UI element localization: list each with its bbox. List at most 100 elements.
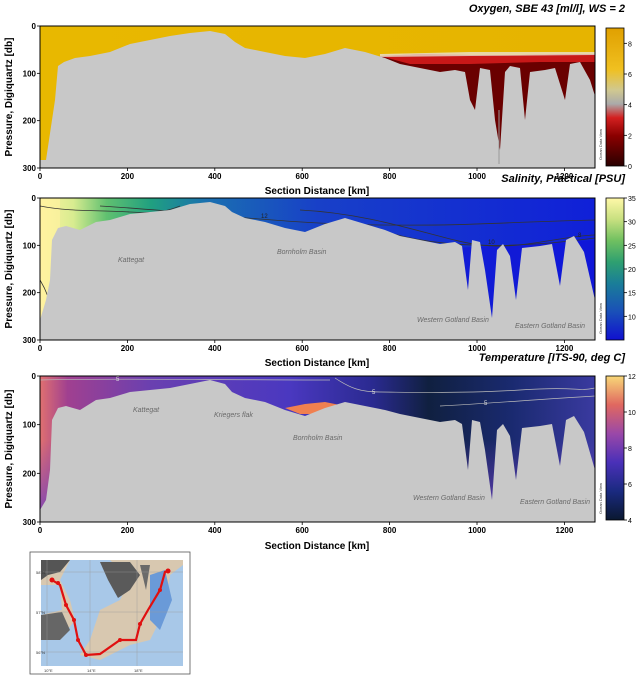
y-tick-label: 0 xyxy=(32,22,37,31)
station-map: 58°N 57°N 56°N 10°E 14°E 18°E xyxy=(29,551,191,675)
salinity-xlabel: Section Distance [km] xyxy=(265,358,369,369)
oxygen-x-axis: 0 200 400 600 800 1000 1200 xyxy=(38,168,574,181)
colorbar-tick-label: 8 xyxy=(628,446,632,453)
x-tick-label: 400 xyxy=(208,344,222,353)
x-tick-label: 1000 xyxy=(468,172,486,181)
colorbar-tick-label: 6 xyxy=(628,72,632,79)
colorbar-tick-label: 25 xyxy=(628,243,636,250)
temperature-region-kriegers-flak: Kriegers flak xyxy=(214,412,253,419)
x-tick-label: 800 xyxy=(383,526,397,535)
salinity-contour-label-10: 10 xyxy=(488,240,495,246)
x-tick-label: 800 xyxy=(383,344,397,353)
oxygen-xlabel: Section Distance [km] xyxy=(265,186,369,197)
cruise-track xyxy=(51,568,171,657)
x-tick-label: 800 xyxy=(383,172,397,181)
temperature-region-bornholm: Bornholm Basin xyxy=(293,435,343,442)
map-lat-label-1: 58°N xyxy=(36,570,45,575)
x-tick-label: 400 xyxy=(208,172,222,181)
salinity-region-eastern-gotland: Eastern Gotland Basin xyxy=(515,323,585,330)
temperature-y-axis: 0 100 200 300 xyxy=(23,372,40,527)
colorbar-tick-label: 4 xyxy=(628,103,632,110)
salinity-region-western-gotland: Western Gotland Basin xyxy=(417,317,489,324)
colorbar-tick-label: 15 xyxy=(628,291,636,298)
salinity-title: Salinity, Practical [PSU] xyxy=(501,173,625,185)
temperature-ylabel: Pressure, Digiquartz [db] xyxy=(4,390,15,509)
y-tick-label: 0 xyxy=(32,194,37,203)
y-tick-label: 100 xyxy=(23,421,37,430)
y-tick-label: 300 xyxy=(23,336,37,345)
x-tick-label: 200 xyxy=(121,344,135,353)
salinity-contour xyxy=(40,205,181,213)
temperature-region-eastern-gotland: Eastern Gotland Basin xyxy=(520,499,590,506)
salinity-seafloor xyxy=(40,202,595,340)
oxygen-seafloor xyxy=(40,31,595,168)
x-tick-label: 1200 xyxy=(556,172,574,181)
y-tick-label: 300 xyxy=(23,164,37,173)
y-tick-label: 200 xyxy=(23,117,37,126)
temperature-contour-label-1: 5 xyxy=(116,377,120,383)
colorbar-tick-label: 0 xyxy=(628,164,632,171)
temperature-title: Temperature [ITS-90, deg C] xyxy=(479,352,626,364)
map-lon-label-3: 18°E xyxy=(134,668,143,673)
colorbar-tick-label: 20 xyxy=(628,267,636,274)
colorbar-tick-label: 30 xyxy=(628,220,636,227)
x-tick-label: 600 xyxy=(296,344,310,353)
salinity-contour-label-8: 8 xyxy=(578,233,582,239)
colorbar-tick-label: 2 xyxy=(628,133,632,140)
oxygen-colorbar-watermark: Ocean Data View xyxy=(598,129,603,160)
temperature-xlabel: Section Distance [km] xyxy=(265,541,369,552)
temperature-colorbar xyxy=(605,375,625,521)
salinity-ylabel: Pressure, Digiquartz [db] xyxy=(4,210,15,329)
x-tick-label: 600 xyxy=(296,526,310,535)
colorbar-tick-label: 35 xyxy=(628,196,636,203)
salinity-contour-label-12: 12 xyxy=(261,214,268,220)
y-tick-label: 100 xyxy=(23,69,37,78)
temperature-seafloor xyxy=(40,380,595,522)
temperature-colorbar-watermark: Ocean Data View xyxy=(598,483,603,514)
oxygen-ylabel: Pressure, Digiquartz [db] xyxy=(4,38,15,157)
oxygen-y-axis: 0 100 200 300 xyxy=(23,22,40,173)
map-lon-label-1: 10°E xyxy=(44,668,53,673)
x-tick-label: 0 xyxy=(38,172,43,181)
salinity-y-axis: 0 100 200 300 xyxy=(23,194,40,345)
oxygen-colorbar-ticks: 0 2 4 6 8 xyxy=(624,41,632,171)
salinity-colorbar xyxy=(605,197,625,341)
salinity-x-axis: 0 200 400 600 800 1000 1200 xyxy=(38,340,574,353)
temperature-x-axis: 0 200 400 600 800 1000 1200 xyxy=(38,522,574,535)
x-tick-label: 0 xyxy=(38,526,43,535)
station-markers xyxy=(49,568,171,657)
oxygen-hypoxic-boundary xyxy=(380,54,595,64)
x-tick-label: 1200 xyxy=(556,526,574,535)
map-lat-label-3: 56°N xyxy=(36,650,45,655)
colorbar-tick-label: 12 xyxy=(628,374,636,381)
temperature-colorbar-ticks: 4 6 8 10 12 xyxy=(624,374,636,525)
oxygen-colorbar xyxy=(605,27,625,167)
x-tick-label: 200 xyxy=(121,526,135,535)
temperature-panel: Temperature [ITS-90, deg C] 5 5 5 Katteg… xyxy=(4,352,636,552)
y-tick-label: 100 xyxy=(23,241,37,250)
x-tick-label: 1200 xyxy=(556,344,574,353)
colorbar-tick-label: 10 xyxy=(628,410,636,417)
salinity-colorbar-watermark: Ocean Data View xyxy=(598,303,603,334)
temperature-region-western-gotland: Western Gotland Basin xyxy=(413,495,485,502)
x-tick-label: 600 xyxy=(296,172,310,181)
temperature-region-kattegat: Kattegat xyxy=(133,407,160,414)
x-tick-label: 0 xyxy=(38,344,43,353)
x-tick-label: 1000 xyxy=(468,344,486,353)
y-tick-label: 0 xyxy=(32,372,37,381)
x-tick-label: 400 xyxy=(208,526,222,535)
map-lon-label-2: 14°E xyxy=(87,668,96,673)
colorbar-tick-label: 10 xyxy=(628,314,636,321)
map-lat-label-2: 57°N xyxy=(36,610,45,615)
oxygen-title: Oxygen, SBE 43 [ml/l], WS = 2 xyxy=(469,3,625,15)
x-tick-label: 1000 xyxy=(468,526,486,535)
salinity-region-bornholm: Bornholm Basin xyxy=(277,249,327,256)
salinity-colorbar-ticks: 10 15 20 25 30 35 xyxy=(624,196,636,321)
temperature-contour xyxy=(334,377,595,393)
temperature-contour-label-2: 5 xyxy=(372,390,376,396)
y-tick-label: 200 xyxy=(23,469,37,478)
colorbar-tick-label: 8 xyxy=(628,41,632,48)
colorbar-tick-label: 4 xyxy=(628,518,632,525)
oxygen-panel: Oxygen, SBE 43 [ml/l], WS = 2 0100200300… xyxy=(4,3,632,197)
